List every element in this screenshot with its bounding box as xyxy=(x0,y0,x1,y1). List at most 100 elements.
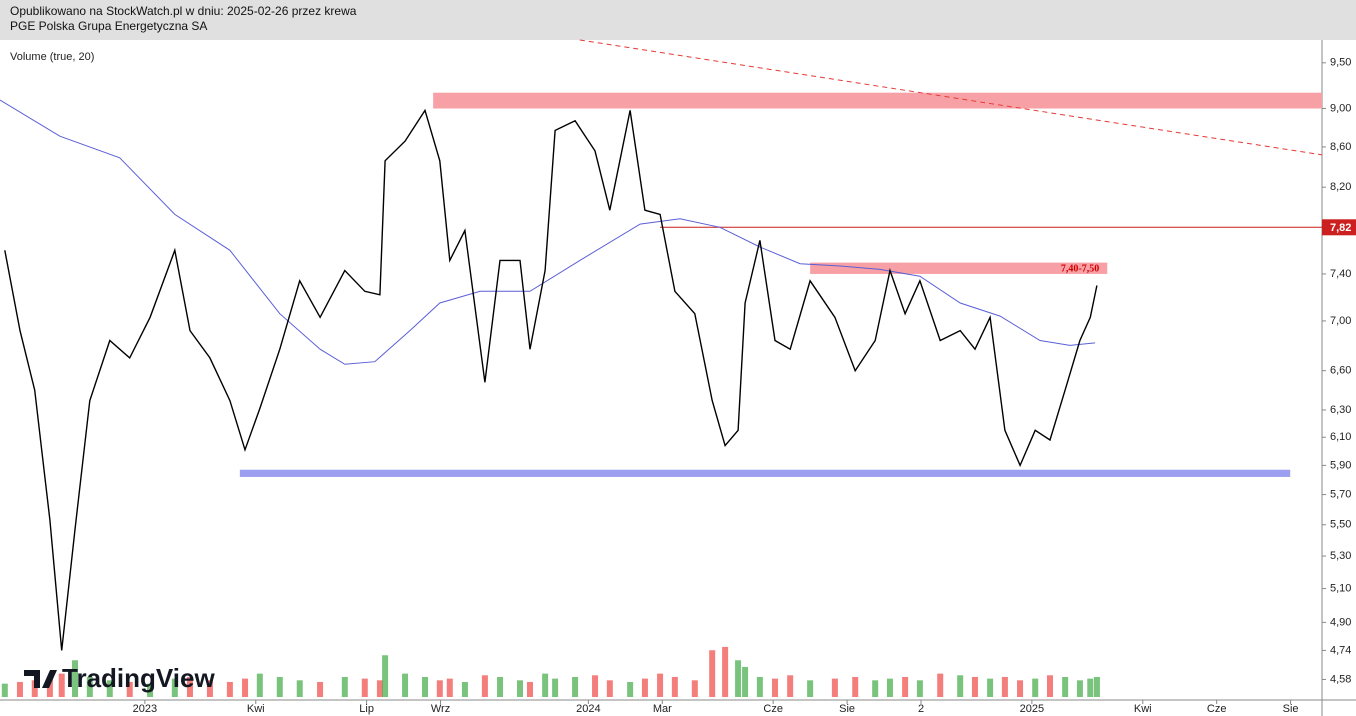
volume-bar xyxy=(592,675,599,697)
zone xyxy=(239,469,1291,477)
x-tick-label: Sie xyxy=(1283,703,1299,715)
x-tick-label: Cze xyxy=(1207,703,1227,715)
volume-bar xyxy=(735,660,742,697)
volume-bar xyxy=(402,673,409,697)
volume-bar xyxy=(341,676,348,697)
zone xyxy=(433,92,1322,109)
volume-bar xyxy=(1001,676,1008,697)
volume-bar xyxy=(722,646,729,697)
logo-icon xyxy=(24,670,57,688)
y-tick-label: 5,50 xyxy=(1330,519,1351,531)
volume-bar xyxy=(691,680,698,697)
volume-bar xyxy=(671,676,678,697)
y-tick-label: 8,20 xyxy=(1330,181,1351,193)
volume-bar xyxy=(361,678,368,697)
volume-bar xyxy=(709,650,716,697)
logo: TradingView xyxy=(24,663,215,693)
volume-bar xyxy=(481,675,488,697)
level-badge xyxy=(1322,219,1356,236)
volume-bar xyxy=(382,655,389,697)
volume-bar xyxy=(831,678,838,697)
trend-line xyxy=(579,39,1323,156)
volume-bar xyxy=(756,676,763,697)
volume-bar xyxy=(517,680,524,697)
volume-bar xyxy=(16,681,23,697)
volume-bar xyxy=(422,676,429,697)
volume-bar xyxy=(126,681,133,697)
volume-bar xyxy=(1076,680,1083,697)
volume-bar xyxy=(1062,676,1069,697)
volume-bar xyxy=(916,680,923,697)
volume-bar xyxy=(807,680,814,697)
volume-bar xyxy=(872,680,879,697)
volume-bar xyxy=(852,676,859,697)
volume-bar xyxy=(987,678,994,697)
volume-bar xyxy=(902,676,909,697)
volume-bar xyxy=(1093,676,1100,697)
x-tick-label: 2023 xyxy=(133,703,157,715)
x-tick-label: 2024 xyxy=(576,703,600,715)
header-line: PGE Polska Grupa Energetyczna SA xyxy=(10,19,207,33)
volume-bar xyxy=(641,678,648,697)
zone-label: 7,40-7,50 xyxy=(1061,264,1099,275)
volume-bar xyxy=(86,676,93,697)
x-tick-label: 2025 xyxy=(1020,703,1044,715)
y-tick-label: 7,40 xyxy=(1330,268,1351,280)
volume-bar xyxy=(186,676,193,697)
plot: 9,50 9,00 8,60 8,20 7,40 7,00 6,60 6,30 6,10 5,90… xyxy=(0,39,1356,715)
x-tick-label: Lip xyxy=(359,703,374,715)
x-tick-label: Cze xyxy=(763,703,783,715)
y-tick-label: 4,74 xyxy=(1330,644,1351,656)
volume-bar xyxy=(572,676,579,697)
x-tick-label: Kwi xyxy=(247,703,265,715)
volume-bar xyxy=(296,680,303,697)
volume-bar xyxy=(256,673,263,697)
y-tick-label: 8,60 xyxy=(1330,141,1351,153)
volume-bar xyxy=(376,680,383,697)
moving-average xyxy=(0,99,1096,365)
x-tick-label: Wrz xyxy=(431,703,450,715)
volume-bar xyxy=(226,681,233,697)
volume-bar xyxy=(627,681,634,697)
y-tick-label: 5,90 xyxy=(1330,459,1351,471)
volume-bar xyxy=(58,673,65,697)
y-tick-label: 4,58 xyxy=(1330,673,1351,685)
volume-bar xyxy=(787,675,794,697)
volume-bar xyxy=(1032,678,1039,697)
header-line: Opublikowano na StockWatch.pl w dniu: 20… xyxy=(10,4,357,18)
volume-bar xyxy=(957,675,964,697)
volume-bar xyxy=(971,676,978,697)
volume-bar xyxy=(497,676,504,697)
header-bar xyxy=(0,0,1356,40)
volume-bar xyxy=(542,673,549,697)
volume-bar xyxy=(46,676,53,697)
y-tick-label: 5,10 xyxy=(1330,582,1351,594)
volume-bar xyxy=(606,680,613,697)
volume-bar xyxy=(436,680,443,697)
x-tick-label: Kwi xyxy=(1134,703,1152,715)
volume-bar xyxy=(242,678,249,697)
y-tick-label: 5,70 xyxy=(1330,488,1351,500)
y-tick-label: 9,50 xyxy=(1330,57,1351,69)
volume-bar xyxy=(106,680,113,697)
price-line xyxy=(4,108,1098,651)
volume-bar xyxy=(72,660,79,697)
x-tick-label: Mar xyxy=(653,703,672,715)
y-tick-label: 5,30 xyxy=(1330,550,1351,562)
volume-bar xyxy=(147,683,154,697)
y-tick-label: 6,10 xyxy=(1330,431,1351,443)
volume-bar xyxy=(742,666,749,697)
volume-bar xyxy=(772,678,779,697)
y-tick-label: 9,00 xyxy=(1330,102,1351,114)
volume-bar xyxy=(1017,680,1024,697)
volume-bar xyxy=(937,673,944,697)
level-label: 7,82 xyxy=(1330,222,1351,234)
y-tick-label: 6,60 xyxy=(1330,365,1351,377)
volume-bar xyxy=(317,681,324,697)
volume-bar xyxy=(1087,678,1094,697)
y-tick-label: 7,00 xyxy=(1330,315,1351,327)
volume-bar xyxy=(446,678,453,697)
volume-bar xyxy=(552,678,559,697)
x-tick-label: 2 xyxy=(918,703,924,715)
volume-bar xyxy=(1,683,8,697)
